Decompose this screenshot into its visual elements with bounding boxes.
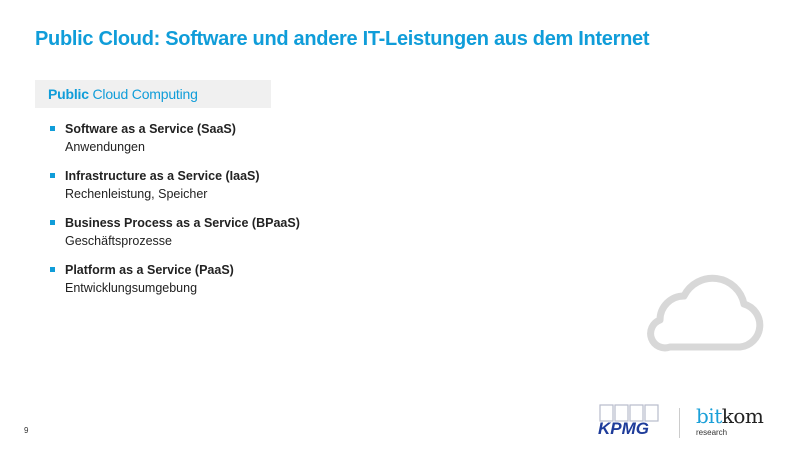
item-detail: Anwendungen bbox=[65, 140, 145, 154]
bitkom-bit: bit bbox=[696, 404, 722, 428]
bitkom-research: research bbox=[696, 428, 728, 437]
item-heading: Infrastructure as a Service (IaaS) bbox=[65, 169, 260, 183]
list-item: Platform as a Service (PaaS) Entwicklungs… bbox=[50, 261, 300, 297]
section-rest: Cloud Computing bbox=[92, 86, 198, 102]
bullet-icon bbox=[50, 220, 55, 225]
section-bold: Public bbox=[48, 86, 89, 102]
section-header: Public Cloud Computing bbox=[35, 80, 271, 108]
kpmg-logo: KPMG bbox=[598, 404, 659, 437]
bullet-icon bbox=[50, 173, 55, 178]
service-list: Software as a Service (SaaS) Anwendungen … bbox=[50, 120, 300, 308]
item-heading: Software as a Service (SaaS) bbox=[65, 122, 236, 136]
item-detail: Entwicklungsumgebung bbox=[65, 281, 198, 295]
bullet-icon bbox=[50, 267, 55, 272]
list-item: Software as a Service (SaaS) Anwendungen bbox=[50, 120, 300, 156]
footer-logos: KPMG bitkom research bbox=[596, 403, 776, 443]
logo-divider bbox=[679, 408, 680, 438]
item-heading: Platform as a Service (PaaS) bbox=[65, 263, 234, 277]
svg-text:KPMG: KPMG bbox=[598, 419, 649, 437]
page-number: 9 bbox=[24, 426, 29, 435]
bullet-icon bbox=[50, 126, 55, 131]
slide-title: Public Cloud: Software und andere IT-Lei… bbox=[35, 28, 650, 50]
bitkom-kom: kom bbox=[721, 404, 764, 428]
item-heading: Business Process as a Service (BPaaS) bbox=[65, 216, 300, 230]
list-item: Business Process as a Service (BPaaS) Ges… bbox=[50, 214, 300, 250]
item-detail: Rechenleistung, Speicher bbox=[65, 187, 208, 201]
cloud-icon bbox=[647, 274, 764, 352]
item-detail: Geschäftsprozesse bbox=[65, 234, 172, 248]
bitkom-logo: bitkom bbox=[696, 404, 764, 428]
list-item: Infrastructure as a Service (IaaS) Rechen… bbox=[50, 167, 300, 203]
